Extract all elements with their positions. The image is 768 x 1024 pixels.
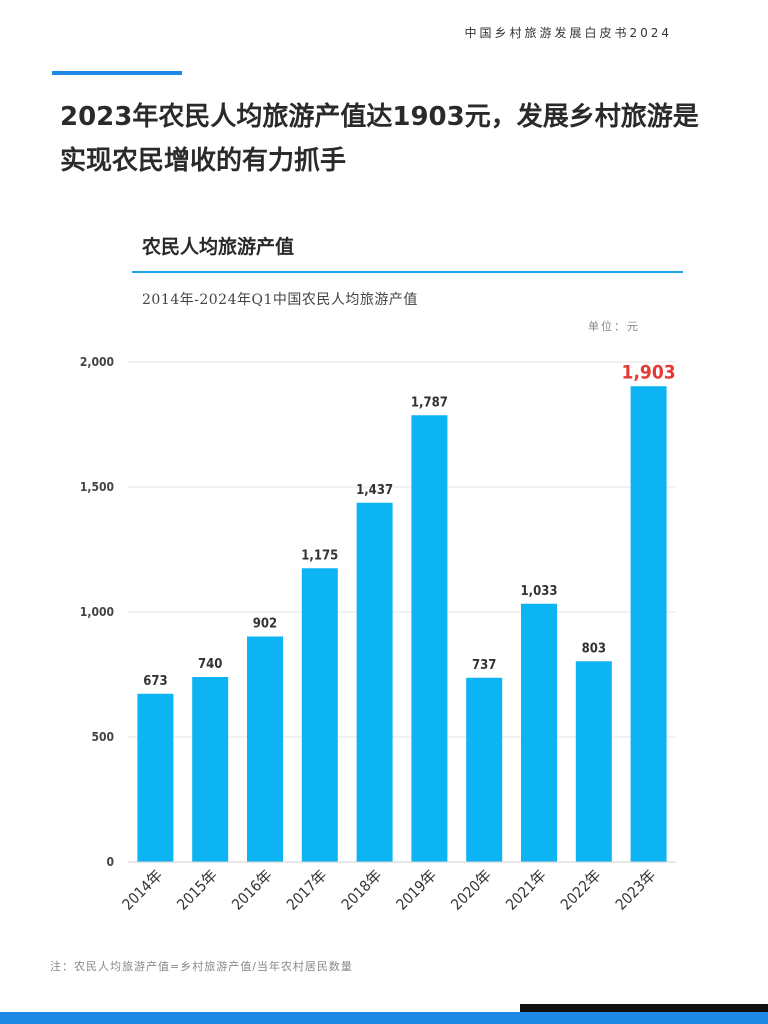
bar-value-label: 1,437 [356, 483, 393, 498]
bar-value-label: 673 [143, 674, 167, 689]
bar-value-label: 1,175 [301, 548, 338, 563]
accent-line [52, 71, 182, 75]
y-tick-label: 2,000 [80, 355, 114, 369]
bar [192, 677, 229, 862]
footer-bar-blue [0, 1012, 768, 1024]
x-tick-label: 2016年 [228, 866, 276, 914]
bar [466, 677, 503, 862]
x-tick-label: 2018年 [338, 866, 386, 914]
highlight-value-label: 1,903 [622, 361, 676, 383]
unit-label: 单位：元 [588, 320, 640, 333]
x-tick-label: 2017年 [283, 866, 331, 914]
y-tick-label: 1,000 [80, 605, 114, 619]
x-tick-label: 2022年 [557, 866, 605, 914]
bar [247, 636, 283, 862]
x-tick-label: 2015年 [173, 866, 221, 914]
x-tick-label: 2021年 [502, 866, 550, 914]
bar [521, 603, 557, 862]
bar [630, 386, 667, 862]
bar [137, 693, 174, 862]
report-title: 中国乡村旅游发展白皮书2024 [464, 26, 672, 40]
bar [575, 661, 612, 862]
y-tick-label: 500 [91, 730, 114, 744]
bar-value-label: 1,033 [521, 584, 558, 599]
bar [411, 415, 448, 862]
footer-bar-dark [520, 1004, 768, 1012]
y-tick-label: 0 [106, 855, 114, 869]
y-tick-label: 1,500 [80, 480, 114, 494]
bar-value-label: 803 [582, 641, 606, 656]
chart-title-rule [132, 271, 683, 273]
bar [356, 502, 393, 862]
chart-subtitle: 2014年-2024年Q1中国农民人均旅游产值 [142, 292, 418, 308]
bar-value-label: 1,787 [411, 395, 448, 410]
x-tick-label: 2020年 [447, 866, 495, 914]
x-tick-label: 2014年 [119, 866, 167, 914]
bar-value-label: 902 [253, 617, 277, 632]
footnote: 注：农民人均旅游产值=乡村旅游产值/当年农村居民数量 [50, 960, 353, 973]
bar [301, 568, 338, 862]
x-tick-label: 2019年 [393, 866, 441, 914]
x-tick-label: 2023年 [612, 866, 660, 914]
chart-title: 农民人均旅游产值 [142, 236, 295, 258]
page-headline: 2023年农民人均旅游产值达1903元，发展乡村旅游是实现农民增收的有力抓手 [60, 102, 699, 176]
bar-value-label: 737 [472, 658, 496, 673]
bar-value-label: 740 [198, 657, 222, 672]
